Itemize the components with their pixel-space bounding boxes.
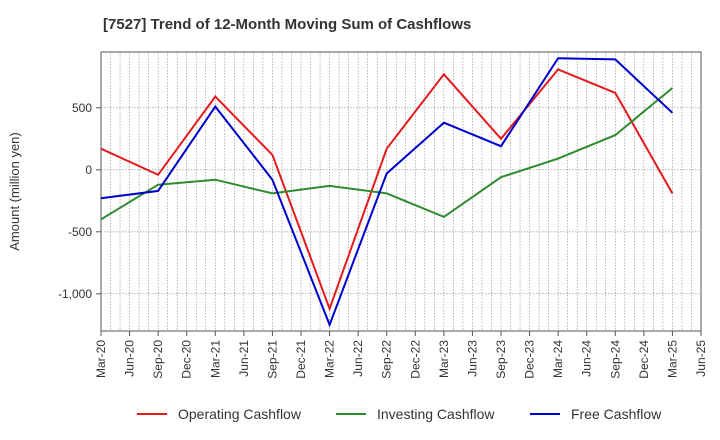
x-tick-label: Mar-22 — [323, 340, 337, 378]
x-tick-label: Sep-24 — [608, 340, 622, 379]
x-tick-label: Sep-23 — [494, 340, 508, 379]
x-tick-label: Mar-25 — [665, 340, 679, 378]
x-tick-label: Mar-20 — [94, 340, 108, 378]
chart-title: [7527] Trend of 12-Month Moving Sum of C… — [103, 16, 471, 33]
legend-label: Investing Cashflow — [377, 406, 495, 422]
x-axis-ticks: Mar-20 Jun-20 Sep-20 Dec-20 Mar-21 Jun-21 Sep-… — [94, 331, 708, 379]
legend-label: Free Cashflow — [571, 406, 662, 422]
y-axis-ticks: 500 0 -500 -1,000 — [58, 101, 101, 301]
y-tick-label: -1,000 — [58, 287, 92, 301]
x-tick-label: Mar-21 — [208, 340, 222, 378]
x-tick-label: Sep-21 — [265, 340, 279, 379]
series-line-0 — [100, 68, 674, 312]
x-tick-label: Jun-24 — [580, 340, 594, 377]
series-line-2 — [100, 57, 674, 328]
y-tick-label: 500 — [72, 101, 92, 115]
x-tick-label: Jun-21 — [237, 340, 251, 377]
x-tick-label: Jun-25 — [694, 340, 708, 377]
x-tick-label: Sep-22 — [380, 340, 394, 379]
legend-label: Operating Cashflow — [178, 406, 302, 422]
y-axis-label: Amount (million yen) — [7, 132, 22, 251]
legend: Operating Cashflow Investing Cashflow Free… — [137, 406, 662, 422]
series-line-1 — [100, 87, 674, 221]
x-tick-label: Jun-20 — [123, 340, 137, 377]
x-tick-label: Dec-22 — [408, 340, 422, 379]
y-tick-label: -500 — [68, 225, 92, 239]
x-tick-label: Mar-23 — [437, 340, 451, 378]
x-tick-label: Sep-20 — [151, 340, 165, 379]
x-tick-label: Dec-21 — [294, 340, 308, 379]
y-tick-label: 0 — [85, 163, 92, 177]
series-lines — [100, 57, 674, 328]
plot-area — [100, 51, 702, 332]
x-tick-label: Jun-23 — [465, 340, 479, 377]
x-tick-label: Dec-23 — [523, 340, 537, 379]
x-tick-label: Dec-24 — [637, 340, 651, 379]
x-tick-label: Dec-20 — [180, 340, 194, 379]
x-tick-label: Mar-24 — [551, 340, 565, 378]
x-tick-label: Jun-22 — [351, 340, 365, 377]
